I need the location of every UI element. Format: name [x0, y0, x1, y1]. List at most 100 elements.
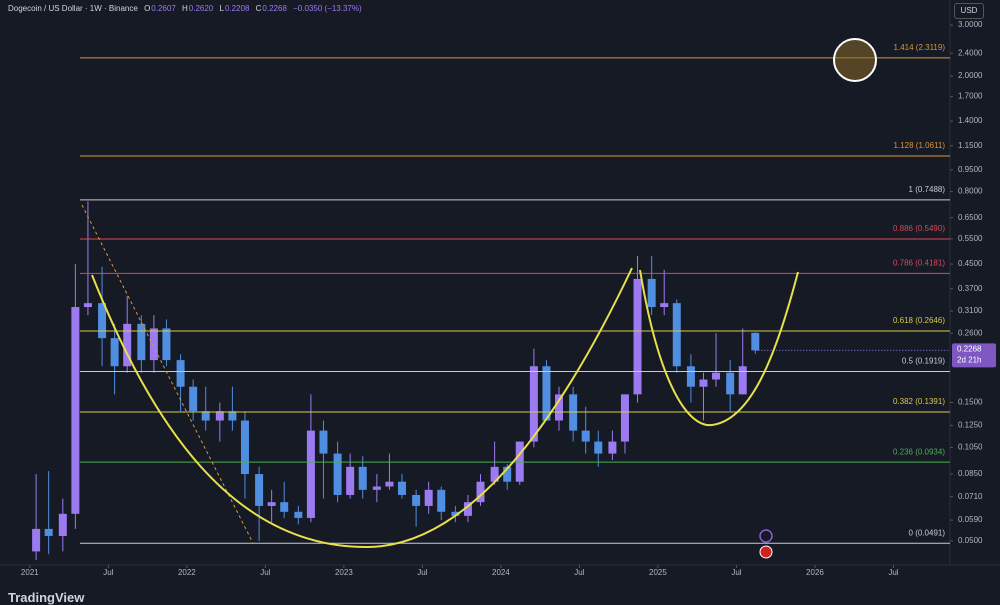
candle-body [726, 372, 735, 395]
ohlc-key: C [255, 4, 262, 13]
candle-body [412, 494, 421, 506]
y-tick-label: 0.5500 [958, 234, 983, 243]
fib-label: 0.886 (0.5490) [893, 224, 945, 233]
y-tick-label: 1.4000 [958, 116, 983, 125]
x-tick-label: Jul [888, 568, 898, 577]
fib-label: 1.128 (1.0611) [894, 141, 946, 150]
candle-body [542, 366, 551, 421]
candle-body [228, 411, 237, 421]
symbol-title: Dogecoin / US Dollar · 1W · Binance [8, 4, 138, 13]
y-tick-label: 1.1500 [958, 141, 983, 150]
candle-body [503, 466, 512, 482]
fib-label: 0.382 (0.1391) [893, 397, 945, 406]
candle-body [201, 411, 210, 421]
y-tick-label: 3.0000 [958, 20, 983, 29]
candle-body [372, 486, 381, 490]
candle-body [162, 328, 171, 361]
candles [32, 201, 760, 560]
drawings [81, 38, 877, 559]
event-icon [759, 529, 773, 543]
y-tick-label: 0.2600 [958, 328, 983, 337]
fib-label: 0.786 (0.4181) [893, 258, 945, 267]
price-tag-label: 0.2268 [957, 345, 982, 354]
logo: TradingView [8, 590, 85, 605]
fib-label: 1 (0.7488) [909, 185, 946, 194]
candle-body [98, 303, 107, 339]
candle-body [44, 528, 53, 536]
candle-body [32, 528, 41, 552]
candle-body [306, 430, 315, 518]
candle-body [608, 441, 617, 454]
x-tick-label: 2024 [492, 568, 510, 577]
fib-label: 0 (0.0491) [909, 528, 946, 537]
candle-body [58, 513, 67, 536]
y-tick-label: 0.1250 [958, 421, 983, 430]
candle-body [137, 323, 146, 361]
y-tick-label: 0.6500 [958, 213, 983, 222]
y-tick-label: 0.4500 [958, 259, 983, 268]
currency-button[interactable]: USD [954, 3, 984, 19]
fib-label: 1.414 (2.3119) [894, 43, 946, 52]
ohlc-value: 0.2208 [224, 4, 250, 13]
x-tick-label: Jul [260, 568, 270, 577]
y-tick-label: 0.0850 [958, 469, 983, 478]
y-tick-label: 0.0710 [958, 492, 983, 501]
candle-body [176, 360, 185, 387]
y-tick-label: 0.1050 [958, 443, 983, 452]
candle-body [647, 278, 656, 308]
candle-body [83, 303, 92, 308]
candle-body [633, 278, 642, 395]
candle-body [437, 489, 446, 512]
y-tick-label: 0.8000 [958, 187, 983, 196]
y-tick-label: 0.9500 [958, 165, 983, 174]
candle-body [333, 453, 342, 495]
candle-body [699, 379, 708, 387]
fib-label: 0.618 (0.2646) [893, 316, 945, 325]
candle-body [385, 481, 394, 487]
candle-body [529, 366, 538, 442]
countdown-label: 2d 21h [957, 356, 981, 365]
candle-body [686, 366, 695, 387]
candle-body [71, 307, 80, 514]
x-tick-label: 2025 [649, 568, 667, 577]
x-tick-label: Jul [731, 568, 741, 577]
candle-body [581, 430, 590, 442]
y-tick-label: 0.1500 [958, 398, 983, 407]
candle-body [490, 466, 499, 482]
y-tick-label: 0.0590 [958, 515, 983, 524]
candle-body [255, 474, 264, 506]
ohlc-value: 0.2620 [188, 4, 214, 13]
y-tick-label: 1.7000 [958, 92, 983, 101]
candle-body [294, 511, 303, 518]
candle-body [712, 372, 721, 380]
candle-body [463, 502, 472, 516]
candle-body [358, 466, 367, 490]
candle-body [267, 502, 276, 506]
ohlc-key: H [182, 4, 188, 13]
x-tick-label: 2026 [806, 568, 824, 577]
candle-body [189, 386, 198, 412]
cup-curve [91, 267, 633, 549]
candle-body [110, 338, 119, 367]
y-tick-label: 0.0500 [958, 536, 983, 545]
candle-body [660, 303, 669, 308]
y-tick-label: 2.4000 [958, 48, 983, 57]
ohlc-key: O [144, 4, 151, 13]
candle-body [240, 420, 249, 475]
fib-label: 0.5 (0.1919) [902, 357, 945, 366]
x-tick-label: Jul [417, 568, 427, 577]
handle-curve [639, 269, 799, 427]
candle-body [149, 328, 158, 361]
candle-body [397, 481, 406, 495]
candle-body [280, 502, 289, 512]
candle-body [594, 441, 603, 454]
candle-body [319, 430, 328, 454]
candle-body [451, 511, 460, 516]
x-tick-label: 2022 [178, 568, 196, 577]
price-tag [952, 343, 996, 368]
candle-body [123, 323, 132, 367]
candle-body [751, 332, 760, 351]
